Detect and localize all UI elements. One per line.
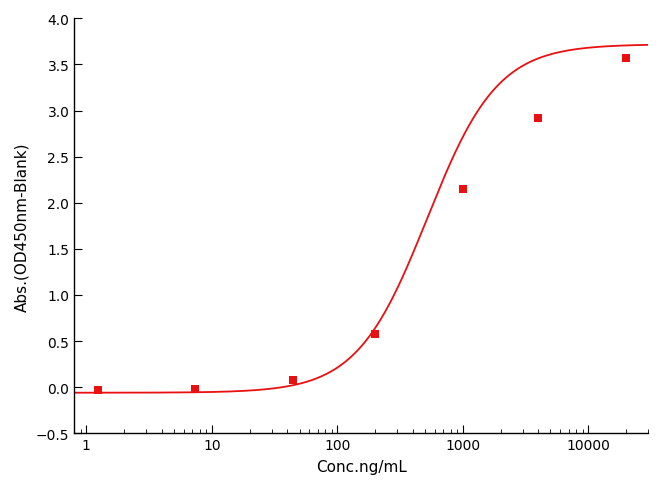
Point <box>190 386 201 393</box>
Point <box>370 330 381 338</box>
Point <box>288 376 299 384</box>
Y-axis label: Abs.(OD450nm-Blank): Abs.(OD450nm-Blank) <box>14 142 29 311</box>
X-axis label: Conc.ng/mL: Conc.ng/mL <box>316 459 406 474</box>
Point <box>533 115 544 122</box>
Point <box>621 55 632 63</box>
Point <box>92 386 103 394</box>
Point <box>457 185 468 193</box>
